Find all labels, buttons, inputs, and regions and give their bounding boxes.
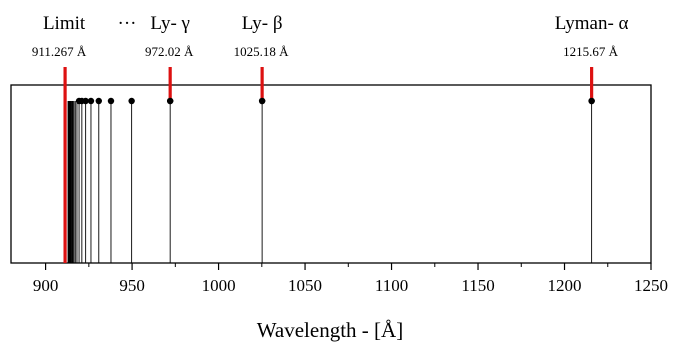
lyman-alpha-name: Lyman- α [555, 13, 629, 34]
lyman-limit-wavelength-label: 911.267 Å [32, 44, 87, 59]
spectral-line-marker [95, 97, 102, 105]
lyman-beta-wavelength-label: 1025.18 Å [234, 44, 290, 59]
lyman-beta-name: Ly- β [242, 13, 283, 34]
lyman-gamma-marker [166, 97, 174, 105]
x-tick-label: 1000 [202, 276, 236, 295]
x-axis: 900 950 1000 1050 1100 1150 1200 1250 [33, 263, 668, 295]
lyman-gamma-name: Ly- γ [150, 13, 190, 34]
spectral-line-marker [107, 97, 115, 105]
x-tick-label: 950 [119, 276, 145, 295]
x-tick-label: 900 [33, 276, 59, 295]
lyman-alpha-marker [588, 97, 595, 105]
spectral-line-marker [128, 97, 135, 105]
x-tick-label: 1250 [634, 276, 668, 295]
spectral-line-marker [75, 97, 83, 105]
plot-frame [10, 84, 652, 264]
x-axis-label: Wavelength - [Å] [257, 318, 403, 342]
spectral-line-marker [87, 97, 95, 105]
lyman-beta-marker [258, 97, 266, 105]
x-tick-label: 1150 [461, 276, 494, 295]
spectral-lines [63, 67, 595, 263]
x-tick-label: 1100 [375, 276, 408, 295]
line-labels: Lyman- α 1215.67 Å Ly- β 1025.18 Å Ly- γ 972.… [32, 13, 629, 59]
x-tick-label: 1050 [288, 276, 322, 295]
lyman-alpha-wavelength-label: 1215.67 Å [563, 44, 619, 59]
lyman-gamma-wavelength-label: 972.02 Å [145, 44, 194, 59]
lyman-limit-name: Limit [43, 13, 86, 34]
x-tick-label: 1200 [548, 276, 582, 295]
ellipsis-label: ··· [118, 13, 137, 34]
